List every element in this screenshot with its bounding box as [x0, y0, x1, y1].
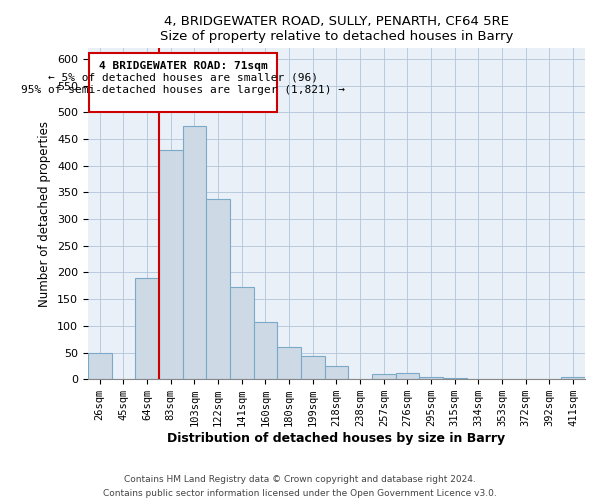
Bar: [372, 374, 395, 379]
Bar: [301, 356, 325, 379]
Bar: [230, 287, 254, 379]
Bar: [135, 278, 159, 379]
Text: Contains HM Land Registry data © Crown copyright and database right 2024.
Contai: Contains HM Land Registry data © Crown c…: [103, 476, 497, 498]
Bar: [562, 376, 585, 379]
Bar: [182, 126, 206, 379]
X-axis label: Distribution of detached houses by size in Barry: Distribution of detached houses by size …: [167, 432, 505, 445]
Bar: [88, 352, 112, 379]
Text: 95% of semi-detached houses are larger (1,821) →: 95% of semi-detached houses are larger (…: [21, 84, 345, 94]
Y-axis label: Number of detached properties: Number of detached properties: [38, 121, 52, 307]
Bar: [159, 150, 182, 379]
Bar: [206, 199, 230, 379]
Bar: [277, 347, 301, 379]
Title: 4, BRIDGEWATER ROAD, SULLY, PENARTH, CF64 5RE
Size of property relative to detac: 4, BRIDGEWATER ROAD, SULLY, PENARTH, CF6…: [160, 15, 513, 43]
FancyBboxPatch shape: [89, 52, 277, 112]
Bar: [395, 373, 419, 379]
Bar: [325, 366, 348, 379]
Text: 4 BRIDGEWATER ROAD: 71sqm: 4 BRIDGEWATER ROAD: 71sqm: [99, 60, 268, 70]
Text: ← 5% of detached houses are smaller (96): ← 5% of detached houses are smaller (96): [48, 73, 318, 83]
Bar: [443, 378, 467, 379]
Bar: [254, 322, 277, 379]
Bar: [419, 376, 443, 379]
